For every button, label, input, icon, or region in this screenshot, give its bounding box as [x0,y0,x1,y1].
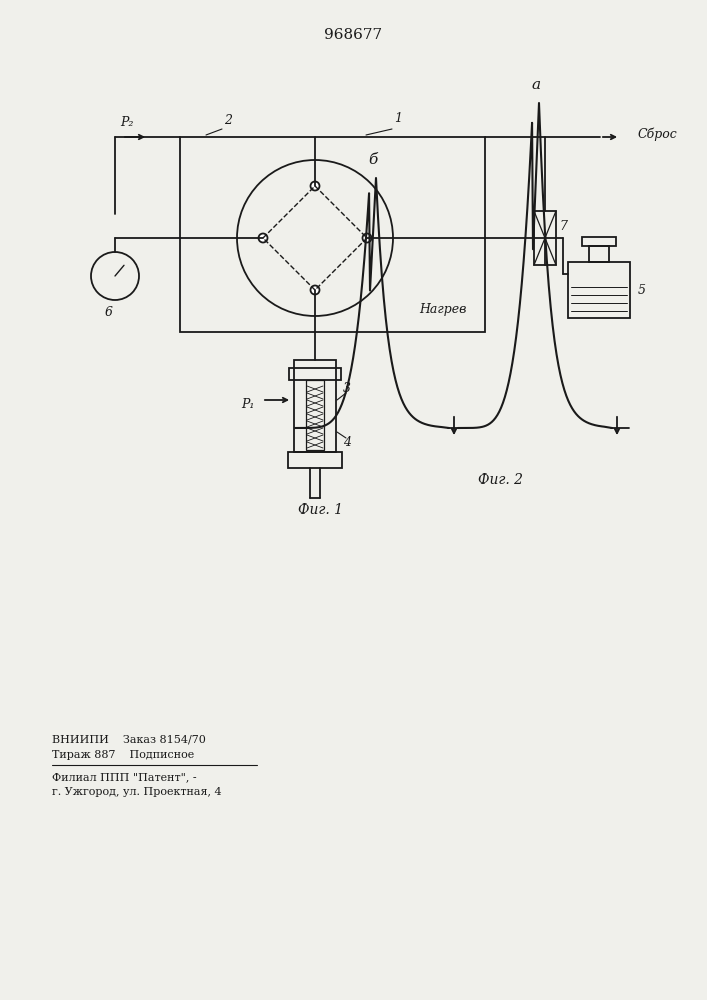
Bar [306,380,324,450]
Text: 4: 4 [343,436,351,448]
Bar [534,211,556,265]
Text: 7: 7 [559,220,567,232]
Text: 6: 6 [105,306,113,320]
Text: 3: 3 [343,382,351,395]
Circle shape [310,182,320,190]
Text: Филиал ППП "Патент", -: Филиал ППП "Патент", - [52,772,197,782]
Bar [568,262,630,318]
Text: 5: 5 [638,284,646,296]
Bar [294,360,336,452]
Text: б: б [368,153,378,167]
Text: 968677: 968677 [324,28,382,42]
Text: ВНИИПИ    Заказ 8154/70: ВНИИПИ Заказ 8154/70 [52,735,206,745]
Bar [288,452,342,468]
Text: 2: 2 [224,113,232,126]
Text: P₁: P₁ [241,398,255,412]
Bar [289,368,341,380]
Text: Фиг. 2: Фиг. 2 [477,473,522,487]
Circle shape [363,233,371,242]
Text: Фиг. 1: Фиг. 1 [298,503,342,517]
Text: 1: 1 [394,112,402,125]
Text: P₂: P₂ [120,115,134,128]
Text: Тираж 887    Подписное: Тираж 887 Подписное [52,750,194,760]
Bar [582,237,616,246]
Text: Сброс: Сброс [638,127,678,141]
Text: Нагрев: Нагрев [419,304,467,316]
Circle shape [310,286,320,294]
Circle shape [259,233,267,242]
Bar [180,137,485,332]
Text: a: a [532,78,541,92]
Bar [589,246,609,262]
Text: г. Ужгород, ул. Проектная, 4: г. Ужгород, ул. Проектная, 4 [52,787,221,797]
